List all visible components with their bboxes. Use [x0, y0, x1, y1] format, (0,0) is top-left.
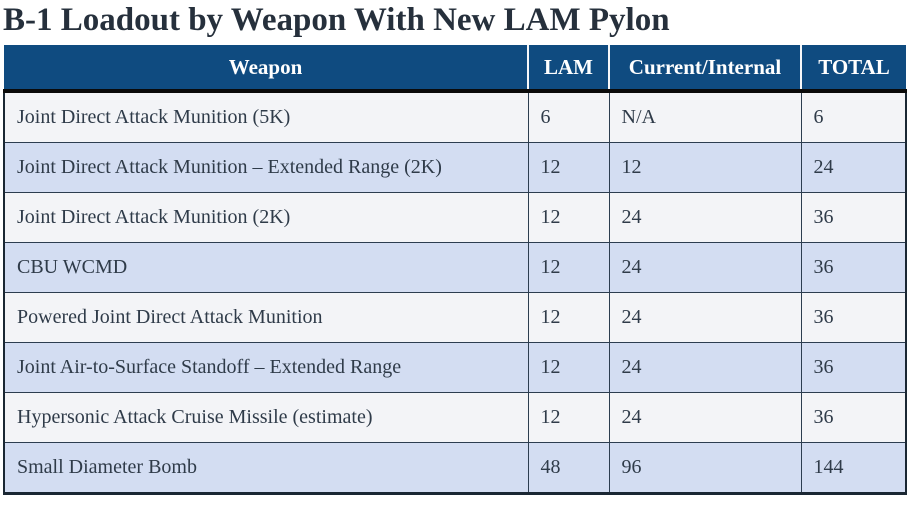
cell-total: 36	[800, 292, 907, 343]
loadout-table: Weapon LAM Current/Internal TOTAL Joint …	[3, 45, 907, 495]
cell-current-internal: 24	[608, 342, 802, 393]
cell-current-internal: 12	[608, 142, 802, 193]
table-row: Hypersonic Attack Cruise Missile (estima…	[3, 392, 907, 443]
cell-lam: 12	[527, 142, 610, 193]
cell-lam: 12	[527, 292, 610, 343]
column-header-lam: LAM	[527, 45, 609, 91]
table-row: CBU WCMD 12 24 36	[3, 242, 907, 293]
cell-current-internal: N/A	[608, 90, 802, 143]
table-row: Joint Air-to-Surface Standoff – Extended…	[3, 342, 907, 393]
column-header-total: TOTAL	[800, 45, 906, 91]
table-body: Joint Direct Attack Munition (5K) 6 N/A …	[3, 90, 907, 494]
cell-total: 36	[800, 192, 907, 243]
cell-weapon: Hypersonic Attack Cruise Missile (estima…	[3, 392, 529, 443]
cell-current-internal: 24	[608, 192, 802, 243]
cell-weapon: CBU WCMD	[3, 242, 529, 293]
table-row: Small Diameter Bomb 48 96 144	[3, 442, 907, 494]
table-header: Weapon LAM Current/Internal TOTAL	[4, 45, 906, 91]
cell-weapon: Powered Joint Direct Attack Munition	[3, 292, 529, 343]
table-row: Powered Joint Direct Attack Munition 12 …	[3, 292, 907, 343]
cell-lam: 48	[527, 442, 610, 494]
column-header-current-internal: Current/Internal	[608, 45, 801, 91]
cell-current-internal: 96	[608, 442, 802, 494]
cell-lam: 12	[527, 192, 610, 243]
cell-weapon: Joint Direct Attack Munition (2K)	[3, 192, 529, 243]
cell-lam: 12	[527, 392, 610, 443]
cell-lam: 6	[527, 90, 610, 143]
cell-lam: 12	[527, 242, 610, 293]
cell-total: 6	[800, 90, 907, 143]
cell-current-internal: 24	[608, 242, 802, 293]
column-header-weapon: Weapon	[228, 54, 303, 79]
cell-total: 36	[800, 392, 907, 443]
table-row: Joint Direct Attack Munition (5K) 6 N/A …	[3, 90, 907, 143]
cell-total: 36	[800, 242, 907, 293]
table-row: Joint Direct Attack Munition (2K) 12 24 …	[3, 192, 907, 243]
cell-weapon: Joint Air-to-Surface Standoff – Extended…	[3, 342, 529, 393]
cell-lam: 12	[527, 342, 610, 393]
page: B-1 Loadout by Weapon With New LAM Pylon…	[3, 2, 907, 495]
cell-weapon: Joint Direct Attack Munition (5K)	[3, 90, 529, 143]
cell-total: 24	[800, 142, 907, 193]
cell-current-internal: 24	[608, 292, 802, 343]
cell-total: 144	[800, 442, 907, 494]
cell-weapon: Small Diameter Bomb	[3, 442, 529, 494]
page-title: B-1 Loadout by Weapon With New LAM Pylon	[3, 2, 670, 38]
cell-weapon: Joint Direct Attack Munition – Extended …	[3, 142, 529, 193]
cell-total: 36	[800, 342, 907, 393]
cell-current-internal: 24	[608, 392, 802, 443]
header-row: Weapon LAM Current/Internal TOTAL	[4, 45, 906, 91]
table-row: Joint Direct Attack Munition – Extended …	[3, 142, 907, 193]
